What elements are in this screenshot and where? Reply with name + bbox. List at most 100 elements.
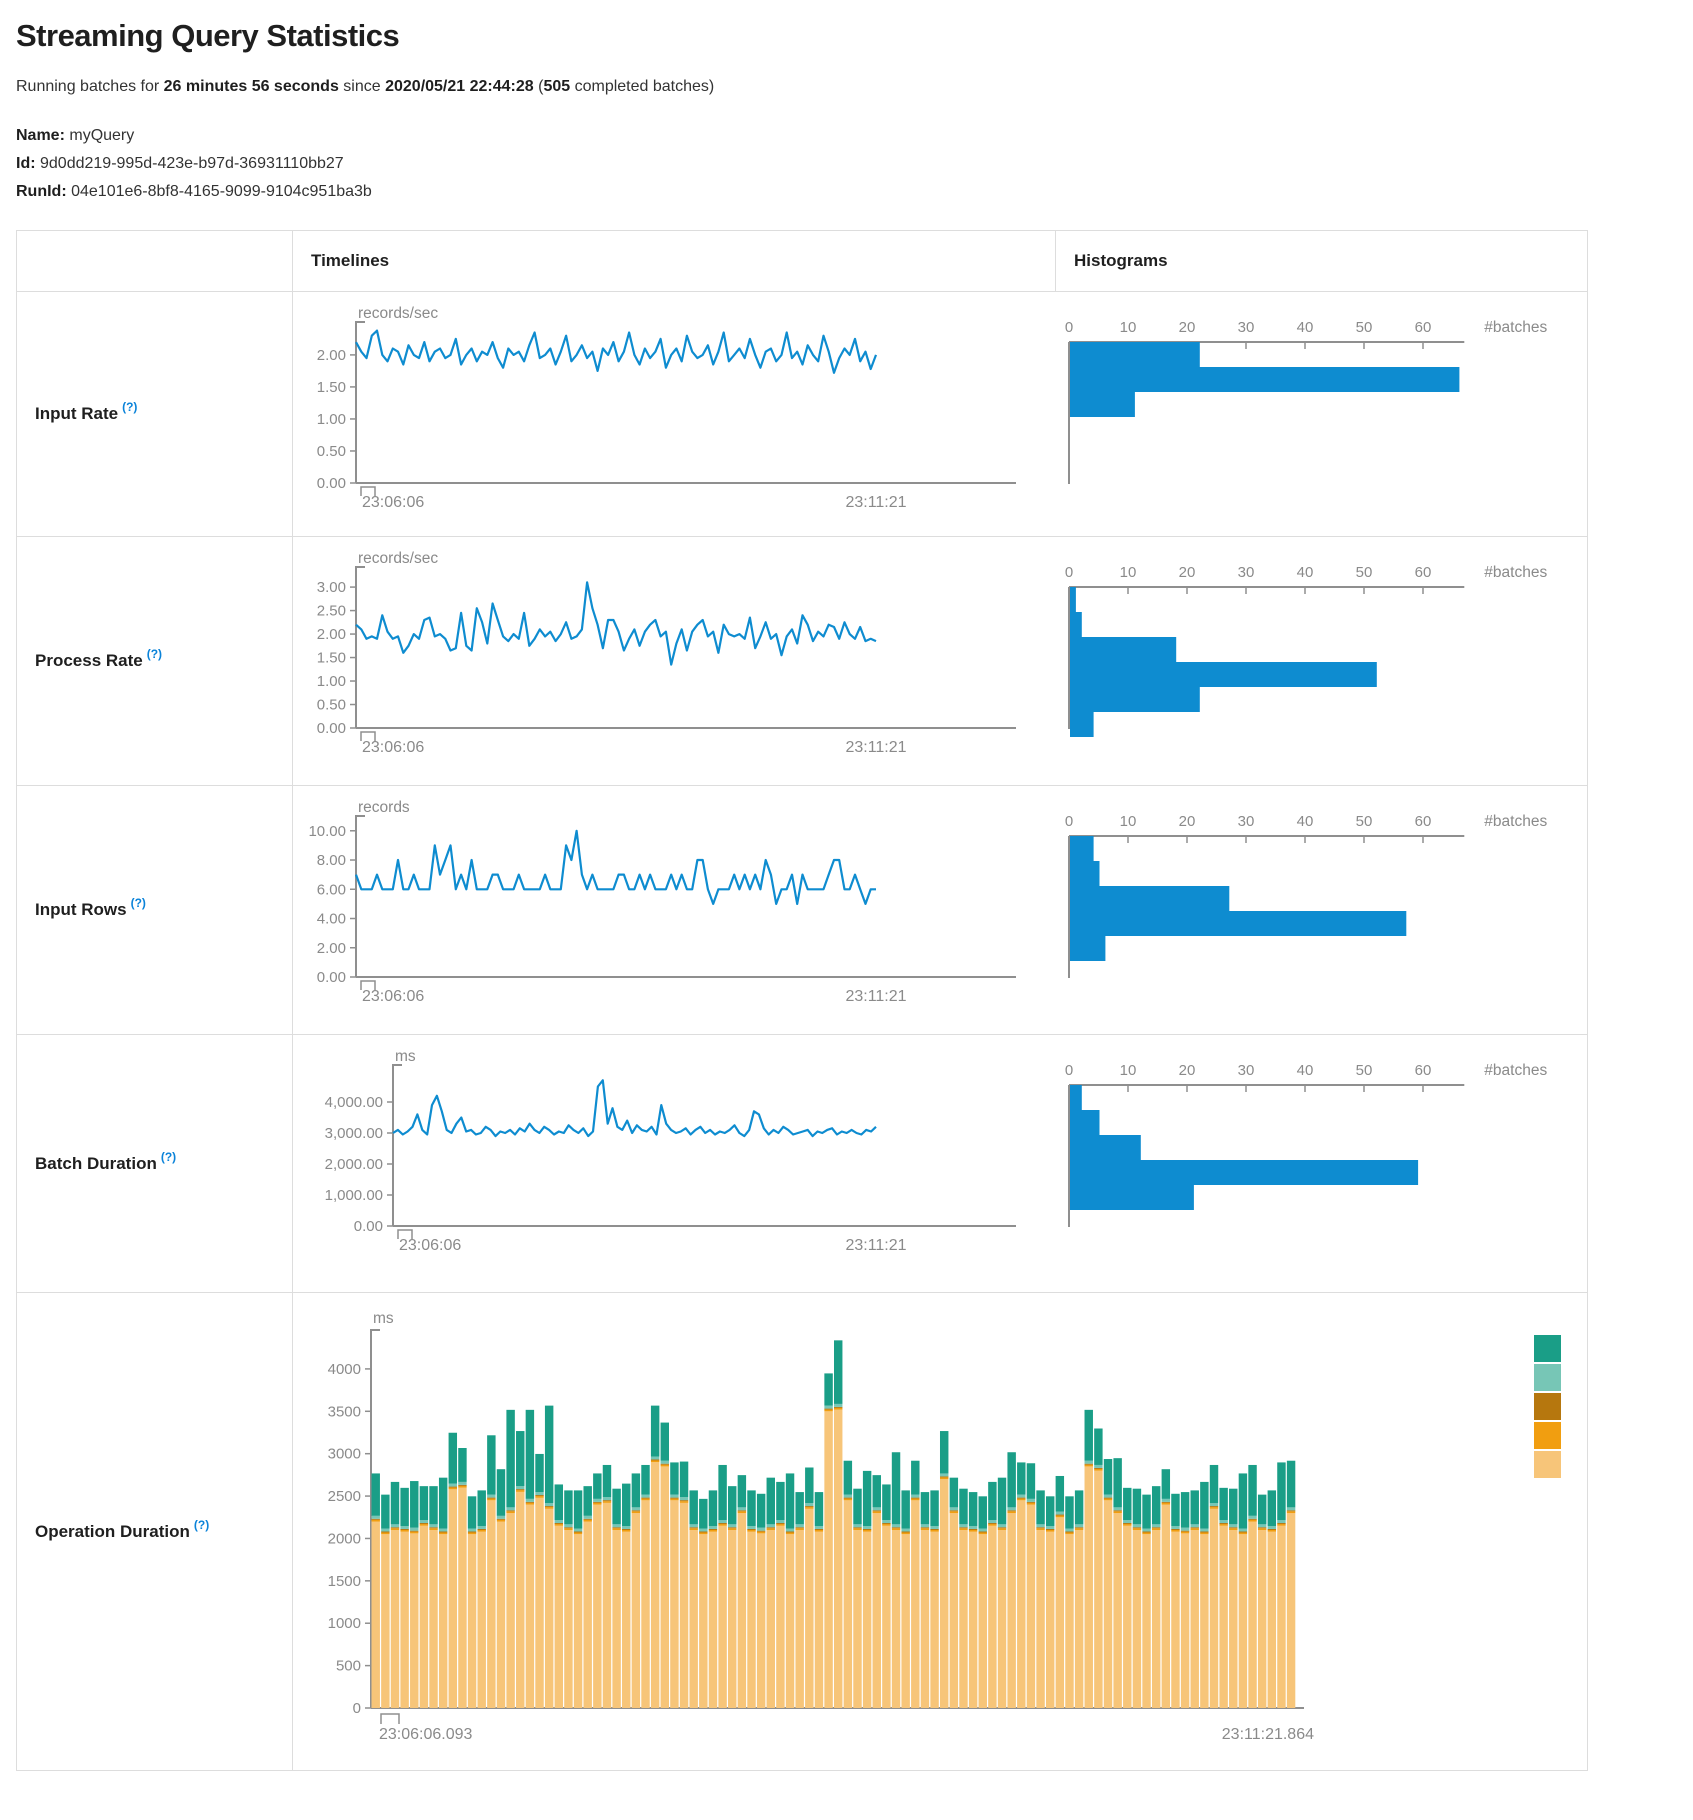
svg-text:#batches: #batches [1484, 564, 1547, 581]
svg-text:10: 10 [1120, 319, 1137, 336]
table-row-batch-duration: Batch Duration (?) ms 0.00 1,000.00 2,000.00… [17, 1035, 1587, 1293]
query-meta: Name: myQuery Id: 9d0dd219-995d-423e-b97… [16, 122, 1693, 206]
running-batches-summary: Running batches for 26 minutes 56 second… [16, 78, 1693, 96]
svg-text:60: 60 [1415, 1062, 1432, 1079]
query-id-value: 9d0dd219-995d-423e-b97d-36931110bb27 [40, 155, 344, 172]
svg-text:0: 0 [353, 1700, 361, 1717]
svg-text:0: 0 [1065, 319, 1073, 336]
svg-text:0: 0 [1065, 1062, 1073, 1079]
svg-text:60: 60 [1415, 319, 1432, 336]
column-header-timelines: Timelines [311, 251, 390, 270]
svg-text:1.50: 1.50 [317, 650, 346, 667]
svg-text:50: 50 [1356, 1062, 1373, 1079]
row-label-text: Process Rate [35, 651, 143, 670]
svg-text:4.00: 4.00 [317, 911, 346, 928]
svg-text:40: 40 [1297, 564, 1314, 581]
query-name-value: myQuery [69, 127, 135, 144]
svg-text:1500: 1500 [328, 1573, 361, 1590]
svg-text:30: 30 [1238, 813, 1255, 830]
help-icon[interactable]: (?) [130, 896, 146, 910]
input-rows-charts: records 0.00 2.00 4.00 6.00 8.00 10.00 23:06:06… [293, 786, 1587, 1034]
input-rows-timeline-chart: records 0.00 2.00 4.00 6.00 8.00 10.00 23:06:06… [308, 799, 1016, 1005]
svg-text:8.00: 8.00 [317, 852, 346, 869]
svg-text:0.00: 0.00 [317, 969, 346, 986]
svg-text:records: records [358, 799, 410, 816]
svg-text:3000: 3000 [328, 1446, 361, 1463]
svg-text:40: 40 [1297, 813, 1314, 830]
batch-duration-timeline-chart: ms 0.00 1,000.00 2,000.00 3,000.00 4,000.00 23… [325, 1048, 1016, 1254]
svg-text:3,000.00: 3,000.00 [325, 1125, 383, 1142]
input-rate-histogram-chart: 0 10 20 30 40 50 60 #batches [1065, 319, 1547, 484]
running-duration: 26 minutes 56 seconds [163, 78, 339, 95]
svg-text:records/sec: records/sec [358, 305, 438, 322]
svg-text:3.00: 3.00 [317, 579, 346, 596]
svg-text:10: 10 [1120, 564, 1137, 581]
svg-text:2.50: 2.50 [317, 603, 346, 620]
column-header-histograms: Histograms [1055, 231, 1587, 291]
svg-text:10: 10 [1120, 813, 1137, 830]
help-icon[interactable]: (?) [146, 647, 163, 661]
input-rate-charts: records/sec 0.00 0.50 1.00 1.50 2.00 23:06:06 2… [293, 292, 1587, 536]
svg-text:#batches: #batches [1484, 1062, 1547, 1079]
batch-duration-histogram-chart: 0 10 20 30 40 50 60 #batches [1065, 1062, 1547, 1227]
row-label-process-rate: Process Rate (?) [17, 537, 293, 785]
help-icon[interactable]: (?) [122, 400, 138, 414]
svg-text:23:06:06: 23:06:06 [362, 739, 424, 756]
svg-text:60: 60 [1415, 564, 1432, 581]
svg-text:23:06:06: 23:06:06 [362, 494, 424, 511]
query-name-label: Name: [16, 127, 65, 144]
table-header-row: Timelines Histograms [17, 231, 1587, 292]
svg-text:1.00: 1.00 [317, 673, 346, 690]
svg-text:40: 40 [1297, 319, 1314, 336]
process-rate-timeline-chart: records/sec 0.00 0.50 1.00 1.50 2.00 2.50 3.00 2… [317, 550, 1016, 756]
query-id-line: Id: 9d0dd219-995d-423e-b97d-36931110bb27 [16, 150, 1693, 178]
svg-text:23:06:06: 23:06:06 [362, 988, 424, 1005]
svg-text:#batches: #batches [1484, 319, 1547, 336]
svg-text:2.00: 2.00 [317, 347, 346, 364]
svg-text:#batches: #batches [1484, 813, 1547, 830]
svg-text:0.50: 0.50 [317, 697, 346, 714]
table-row-input-rows: Input Rows (?) records 0.00 2.00 4.00 6.00 8.0… [17, 786, 1587, 1035]
svg-text:1,000.00: 1,000.00 [325, 1187, 383, 1204]
svg-text:23:11:21: 23:11:21 [845, 1237, 906, 1254]
process-rate-histogram-chart: 0 10 20 30 40 50 60 #batches [1065, 564, 1547, 737]
svg-text:40: 40 [1297, 1062, 1314, 1079]
svg-text:4000: 4000 [328, 1361, 361, 1378]
statistics-table: Timelines Histograms Input Rate (?) recor… [16, 230, 1588, 1771]
operation-duration-stacked-chart: ms 0 500 1000 1500 2000 2500 3000 3500 4000 23:06:… [328, 1310, 1561, 1743]
svg-text:500: 500 [336, 1658, 361, 1675]
svg-text:30: 30 [1238, 1062, 1255, 1079]
table-row-operation-duration: Operation Duration (?) ms 0 500 1000 1500 2000… [17, 1293, 1587, 1770]
summary-tail: completed batches) [570, 78, 715, 95]
row-label-text: Input Rows [35, 900, 127, 919]
svg-text:23:11:21.864: 23:11:21.864 [1222, 1726, 1314, 1743]
svg-text:6.00: 6.00 [317, 881, 346, 898]
svg-text:50: 50 [1356, 564, 1373, 581]
operation-duration-charts: ms 0 500 1000 1500 2000 2500 3000 3500 4000 23:06:… [293, 1293, 1587, 1770]
svg-text:4,000.00: 4,000.00 [325, 1094, 383, 1111]
svg-text:2.00: 2.00 [317, 940, 346, 957]
help-icon[interactable]: (?) [193, 1517, 210, 1532]
svg-text:ms: ms [373, 1310, 394, 1327]
row-label-input-rows: Input Rows (?) [17, 786, 293, 1034]
svg-text:records/sec: records/sec [358, 550, 438, 567]
help-icon[interactable]: (?) [160, 1149, 177, 1164]
summary-open-paren: ( [533, 78, 544, 95]
query-runid-line: RunId: 04e101e6-8bf8-4165-9099-9104c951b… [16, 178, 1693, 206]
process-rate-charts: records/sec 0.00 0.50 1.00 1.50 2.00 2.50 3.00 2… [293, 537, 1587, 785]
svg-text:20: 20 [1179, 1062, 1196, 1079]
page: Streaming Query Statistics Running batch… [16, 18, 1693, 1771]
svg-text:0: 0 [1065, 564, 1073, 581]
svg-text:20: 20 [1179, 319, 1196, 336]
svg-text:1.50: 1.50 [317, 379, 346, 396]
svg-text:10.00: 10.00 [308, 823, 346, 840]
svg-text:50: 50 [1356, 319, 1373, 336]
input-rate-timeline-chart: records/sec 0.00 0.50 1.00 1.50 2.00 23:06:06 2… [317, 305, 1016, 511]
svg-text:10: 10 [1120, 1062, 1137, 1079]
svg-text:ms: ms [395, 1048, 416, 1065]
row-label-text: Batch Duration [35, 1153, 157, 1173]
svg-text:23:06:06.093: 23:06:06.093 [379, 1726, 473, 1743]
svg-text:2,000.00: 2,000.00 [325, 1156, 383, 1173]
input-rows-histogram-chart: 0 10 20 30 40 50 60 #batches [1065, 813, 1547, 978]
svg-text:60: 60 [1415, 813, 1432, 830]
